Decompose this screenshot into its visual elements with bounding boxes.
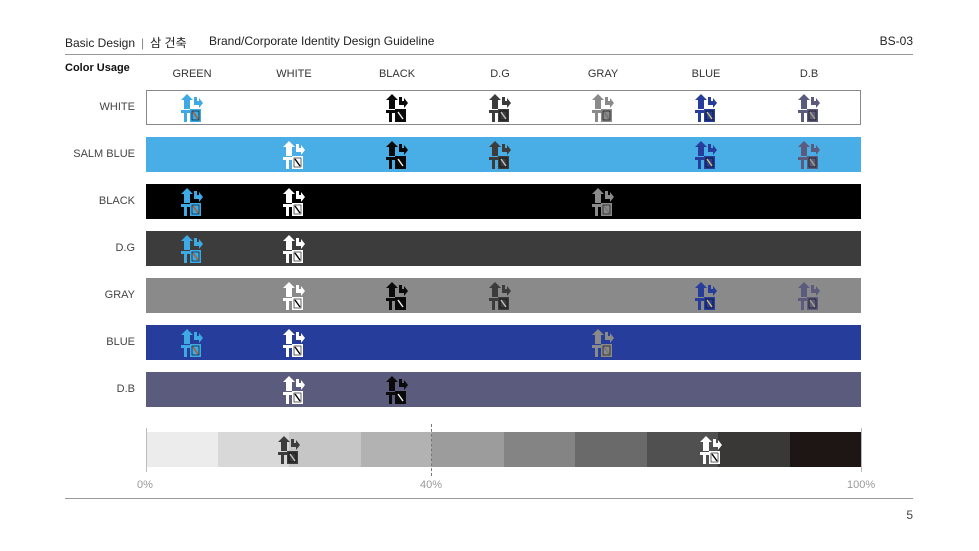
gradient-midpoint-marker <box>431 424 432 476</box>
gradient-step <box>575 432 647 467</box>
brand-logo-icon <box>695 140 717 169</box>
brand-logo-icon <box>386 281 408 310</box>
row-label: WHITE <box>99 101 135 113</box>
column-header: WHITE <box>276 68 312 80</box>
column-header: BLUE <box>691 68 721 80</box>
brand-logo-icon <box>283 281 305 310</box>
brand-logo-icon <box>278 435 300 464</box>
brand-logo-icon <box>181 234 203 263</box>
brand-logo-icon <box>283 234 305 263</box>
gradient-step <box>360 432 432 467</box>
brand-logo-icon <box>386 140 408 169</box>
column-header: GRAY <box>587 68 619 80</box>
gradient-end-tick <box>861 428 862 472</box>
brand-logo-icon <box>695 93 717 122</box>
gradient-step <box>503 432 575 467</box>
gradient-step <box>217 432 289 467</box>
brand-logo-icon <box>283 187 305 216</box>
row-label: D.G <box>115 242 135 254</box>
gradient-step <box>289 432 361 467</box>
brand-logo-icon <box>592 328 614 357</box>
tone-gradient-bar <box>146 432 861 467</box>
header-separator: | <box>141 36 145 50</box>
brand-logo-icon <box>386 375 408 404</box>
brand-logo-icon <box>283 375 305 404</box>
brand-logo-icon <box>798 281 820 310</box>
column-header: BLACK <box>378 68 416 80</box>
row-label: GRAY <box>104 289 135 301</box>
brand-logo-icon <box>489 140 511 169</box>
brand-logo-icon <box>283 140 305 169</box>
brand-logo-icon <box>695 281 717 310</box>
background-swatch-row <box>146 325 861 360</box>
brand-logo-icon <box>798 140 820 169</box>
row-label: D.B <box>116 383 135 395</box>
footer-divider <box>65 498 913 499</box>
section-title: Color Usage <box>65 62 130 74</box>
gradient-step <box>432 432 504 467</box>
page-number: 5 <box>906 508 913 522</box>
header-divider <box>65 54 913 55</box>
background-swatch-row <box>146 184 861 219</box>
brand-logo-icon <box>386 93 408 122</box>
gradient-step <box>146 432 218 467</box>
header-code: BS-03 <box>879 34 913 48</box>
brand-logo-icon <box>181 187 203 216</box>
gradient-label-start: 0% <box>137 479 153 491</box>
brand-logo-icon <box>489 93 511 122</box>
brand-logo-icon <box>592 187 614 216</box>
gradient-step <box>718 432 790 467</box>
header-title: Brand/Corporate Identity Design Guidelin… <box>209 34 435 48</box>
background-swatch-row <box>146 372 861 407</box>
header-korean-name: 삼 건축 <box>150 36 187 50</box>
gradient-step <box>789 432 861 467</box>
brand-logo-icon <box>181 328 203 357</box>
brand-logo-icon <box>798 93 820 122</box>
brand-logo-icon <box>699 435 722 464</box>
gradient-label-mid: 40% <box>420 479 443 491</box>
background-swatch-row <box>146 231 861 266</box>
column-header: D.B <box>799 68 819 80</box>
row-label: BLACK <box>98 195 135 207</box>
gradient-start-tick <box>146 428 147 472</box>
brand-logo-icon <box>181 93 203 122</box>
header-section-name: Basic Design <box>65 36 136 50</box>
row-label: SALM BLUE <box>73 148 135 160</box>
brand-logo-icon <box>283 328 305 357</box>
column-header: GREEN <box>172 68 212 80</box>
gradient-label-end: 100% <box>847 479 876 491</box>
brand-logo-icon <box>592 93 614 122</box>
header-section: Basic Design | 삼 건축 <box>65 34 187 51</box>
row-label: BLUE <box>106 336 135 348</box>
brand-logo-icon <box>489 281 511 310</box>
column-header: D.G <box>490 68 510 80</box>
